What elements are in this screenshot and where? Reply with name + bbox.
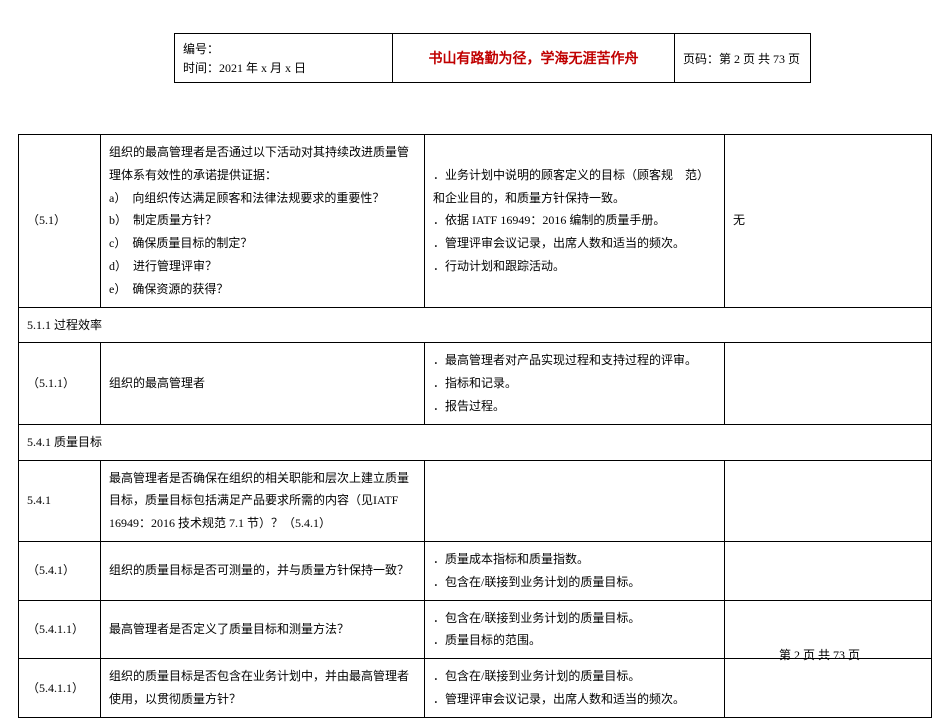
result-cell	[725, 343, 932, 424]
clause-id: 5.4.1	[19, 460, 101, 541]
section-heading: 5.1.1 过程效率	[19, 307, 932, 343]
evidence-cell: ．包含在/联接到业务计划的质量目标。 ．质量目标的范围。	[425, 600, 725, 659]
doc-no-label: 编号：	[183, 40, 384, 59]
header-motto: 书山有路勤为径，学海无涯苦作舟	[393, 34, 674, 82]
clause-id: （5.4.1）	[19, 541, 101, 600]
section-row: 5.4.1 质量目标	[19, 424, 932, 460]
evidence-cell: ．最高管理者对产品实现过程和支持过程的评审。 ．指标和记录。 ．报告过程。	[425, 343, 725, 424]
table-row: （5.4.1.1）组织的质量目标是否包含在业务计划中，并由最高管理者使用，以贯彻…	[19, 659, 932, 718]
evidence-cell: ．质量成本指标和质量指数。 ．包含在/联接到业务计划的质量目标。	[425, 541, 725, 600]
result-cell	[725, 460, 932, 541]
table-row: （5.1.1）组织的最高管理者．最高管理者对产品实现过程和支持过程的评审。 ．指…	[19, 343, 932, 424]
table-row: 5.4.1最高管理者是否确保在组织的相关职能和层次上建立质量目标，质量目标包括满…	[19, 460, 932, 541]
evidence-cell	[425, 460, 725, 541]
question-cell: 最高管理者是否定义了质量目标和测量方法？	[101, 600, 425, 659]
clause-id: （5.4.1.1）	[19, 659, 101, 718]
evidence-cell: ．包含在/联接到业务计划的质量目标。 ．管理评审会议记录，出席人数和适当的频次。	[425, 659, 725, 718]
clause-id: （5.4.1.1）	[19, 600, 101, 659]
table-row: （5.4.1）组织的质量目标是否可测量的，并与质量方针保持一致？．质量成本指标和…	[19, 541, 932, 600]
header-left: 编号： 时间：2021 年 x 月 x 日	[175, 34, 393, 82]
header-block: 编号： 时间：2021 年 x 月 x 日 书山有路勤为径，学海无涯苦作舟 页码…	[174, 33, 811, 83]
question-cell: 组织的质量目标是否可测量的，并与质量方针保持一致？	[101, 541, 425, 600]
evidence-cell: ．业务计划中说明的顾客定义的目标（顾客规 范）和企业目的，和质量方针保持一致。 …	[425, 135, 725, 308]
audit-table: （5.1）组织的最高管理者是否通过以下活动对其持续改进质量管理体系有效性的承诺提…	[18, 134, 932, 718]
question-cell: 最高管理者是否确保在组织的相关职能和层次上建立质量目标，质量目标包括满足产品要求…	[101, 460, 425, 541]
question-cell: 组织的最高管理者是否通过以下活动对其持续改进质量管理体系有效性的承诺提供证据： …	[101, 135, 425, 308]
section-row: 5.1.1 过程效率	[19, 307, 932, 343]
table-row: （5.1）组织的最高管理者是否通过以下活动对其持续改进质量管理体系有效性的承诺提…	[19, 135, 932, 308]
question-cell: 组织的最高管理者	[101, 343, 425, 424]
clause-id: （5.1）	[19, 135, 101, 308]
section-heading: 5.4.1 质量目标	[19, 424, 932, 460]
clause-id: （5.1.1）	[19, 343, 101, 424]
result-cell	[725, 541, 932, 600]
result-cell	[725, 659, 932, 718]
date-line: 时间：2021 年 x 月 x 日	[183, 59, 384, 78]
question-cell: 组织的质量目标是否包含在业务计划中，并由最高管理者使用，以贯彻质量方针？	[101, 659, 425, 718]
result-cell: 无	[725, 135, 932, 308]
footer-page: 第 2 页 共 73 页	[779, 646, 860, 663]
header-page-label: 页码：第 2 页 共 73 页	[674, 34, 810, 82]
